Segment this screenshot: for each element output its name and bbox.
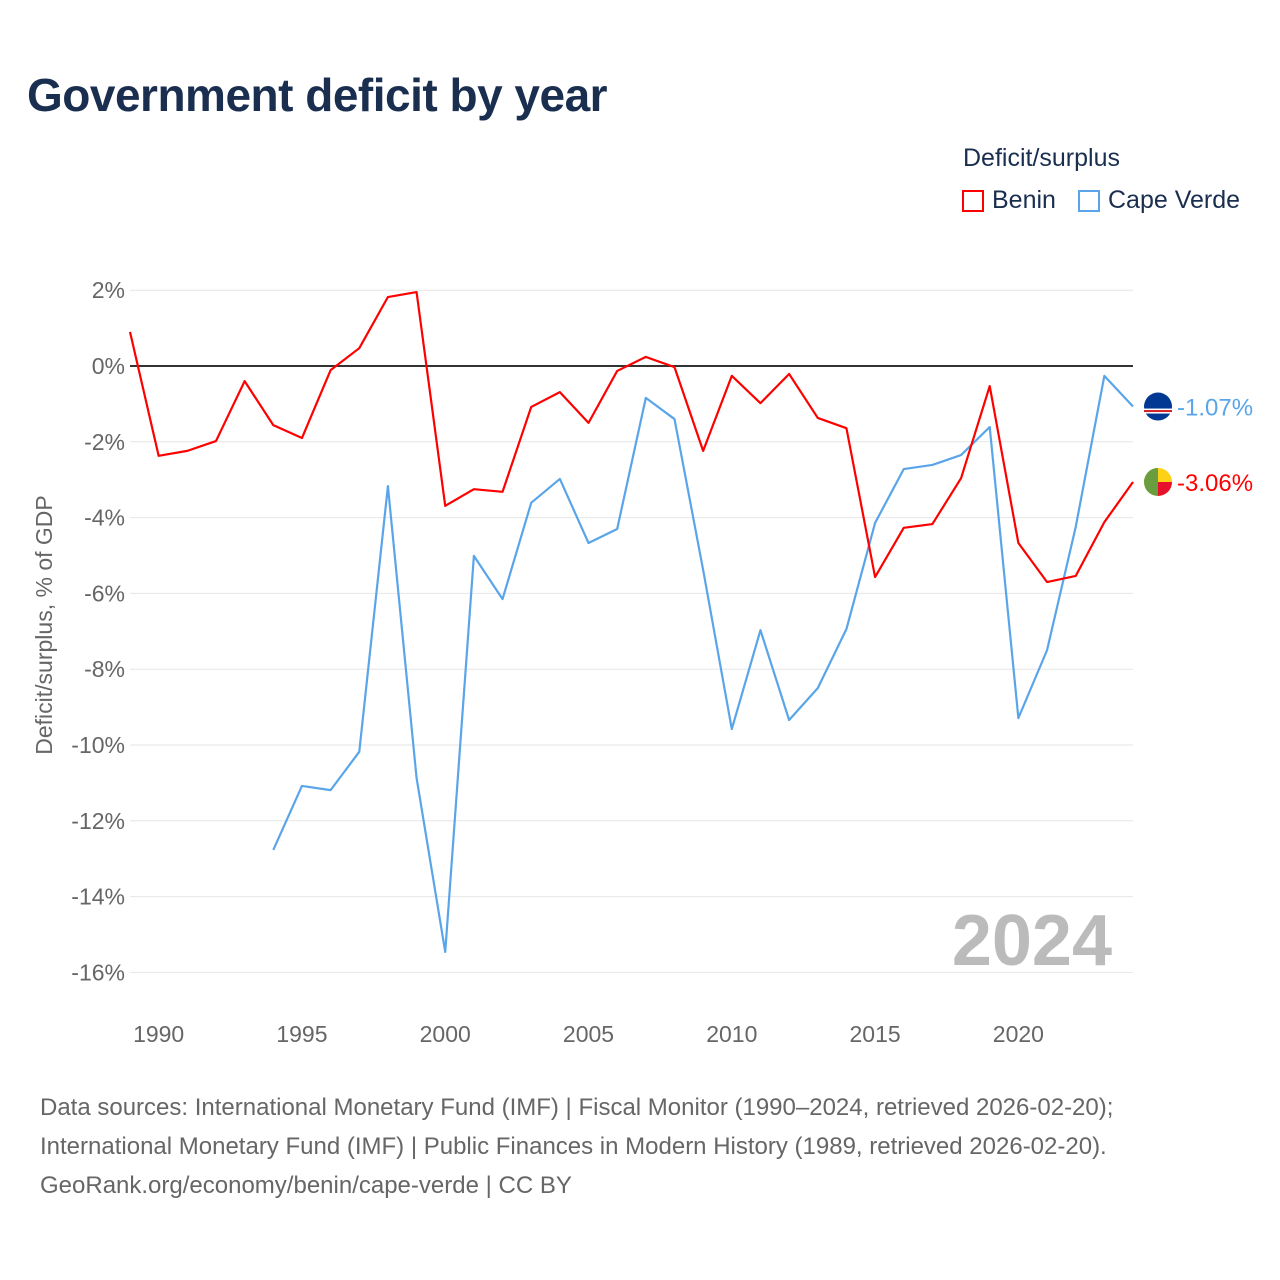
- y-tick-label: 2%: [92, 277, 125, 303]
- y-tick-label: -8%: [84, 656, 125, 682]
- y-axis-label: Deficit/surplus, % of GDP: [31, 495, 57, 754]
- x-tick-label: 2020: [993, 1021, 1044, 1047]
- source-url[interactable]: GeoRank.org/economy/benin/cape-verde | C…: [40, 1172, 572, 1199]
- footer-sources: Data sources: International Monetary Fun…: [40, 1088, 1113, 1205]
- legend-title: Deficit/surplus: [963, 144, 1120, 172]
- x-tick-label: 2005: [563, 1021, 614, 1047]
- legend-item-benin[interactable]: Benin: [962, 186, 1056, 215]
- y-tick-label: -10%: [71, 732, 125, 758]
- y-tick-label: -6%: [84, 580, 125, 606]
- end-value-label: -3.06%: [1177, 470, 1253, 497]
- legend-label: Benin: [992, 186, 1056, 214]
- series-line-cape-verde: [272, 374, 1134, 954]
- source-line-1: Data sources: International Monetary Fun…: [40, 1094, 1114, 1121]
- y-tick-label: -12%: [71, 808, 125, 834]
- x-tick-label: 2000: [420, 1021, 471, 1047]
- y-tick-label: -4%: [84, 505, 125, 531]
- y-tick-label: -14%: [71, 884, 125, 910]
- x-tick-label: 2015: [849, 1021, 900, 1047]
- legend-item-cape-verde[interactable]: Cape Verde: [1078, 186, 1240, 215]
- end-value-label: -1.07%: [1177, 395, 1253, 422]
- chart-title: Government deficit by year: [27, 69, 608, 121]
- legend-label: Cape Verde: [1108, 186, 1241, 214]
- legend-swatch-cape-verde: [1078, 189, 1100, 212]
- flag-cape-verde-icon: [1144, 392, 1172, 421]
- flag-benin-icon: [1144, 467, 1172, 496]
- x-tick-label: 1990: [133, 1021, 184, 1047]
- y-tick-label: 0%: [92, 353, 125, 379]
- x-tick-label: 1995: [276, 1021, 327, 1047]
- source-line-2: International Monetary Fund (IMF) | Publ…: [40, 1133, 1107, 1160]
- series-line-benin: [128, 290, 1134, 584]
- y-tick-label: -2%: [84, 429, 125, 455]
- year-watermark: 2024: [952, 901, 1112, 981]
- x-tick-label: 2010: [706, 1021, 757, 1047]
- legend-swatch-benin: [962, 189, 984, 212]
- y-tick-label: -16%: [71, 959, 125, 985]
